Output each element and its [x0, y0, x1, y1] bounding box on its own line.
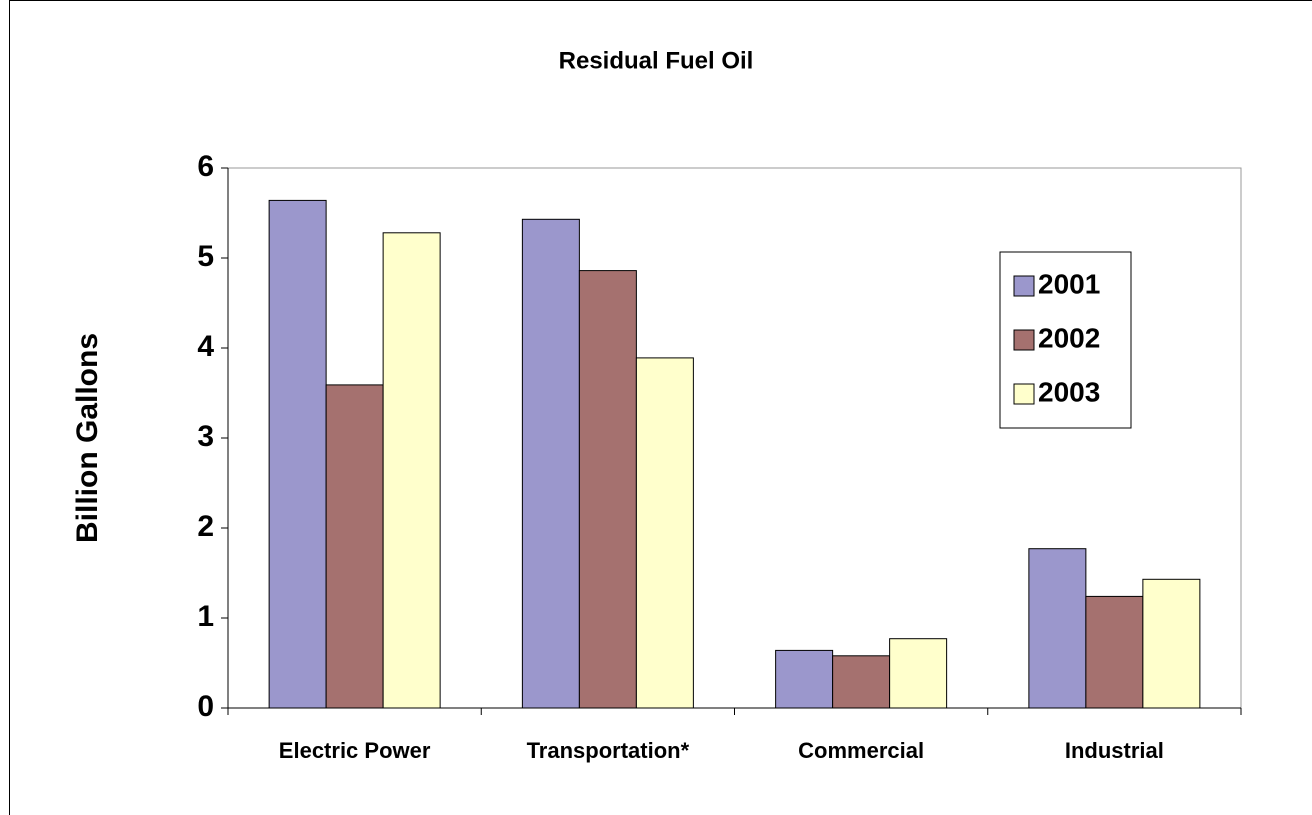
x-tick-label: Transportation* [527, 738, 690, 763]
y-tick-label: 1 [197, 600, 214, 633]
bar [268, 199, 327, 709]
legend-label: 2001 [1038, 268, 1100, 299]
y-tick-label: 3 [197, 420, 214, 453]
y-tick-label: 4 [197, 330, 214, 363]
chart-title: Residual Fuel Oil [559, 47, 754, 74]
bar [1142, 578, 1201, 709]
plot-border [228, 167, 1242, 708]
bar [635, 357, 694, 709]
legend-swatch [1013, 383, 1035, 405]
legend-label: 2002 [1038, 322, 1100, 353]
y-tick-label: 5 [197, 240, 214, 273]
x-tick-label: Commercial [798, 738, 924, 763]
y-tick-label: 0 [197, 690, 214, 723]
bar [1028, 548, 1087, 709]
bar [325, 384, 384, 709]
x-tick-label: Electric Power [279, 738, 431, 763]
x-tick-label: Industrial [1065, 738, 1164, 763]
bar [521, 218, 580, 709]
bar [578, 270, 637, 709]
bar [832, 655, 891, 709]
bar [775, 649, 834, 709]
legend-swatch [1013, 275, 1035, 297]
y-tick-label: 2 [197, 510, 214, 543]
legend-label: 2003 [1038, 376, 1100, 407]
bar [1085, 595, 1144, 709]
y-axis-label: Billion Gallons [71, 333, 104, 543]
y-tick-label: 6 [197, 150, 214, 183]
legend-swatch [1013, 329, 1035, 351]
bar [382, 232, 441, 709]
bar [889, 638, 948, 709]
